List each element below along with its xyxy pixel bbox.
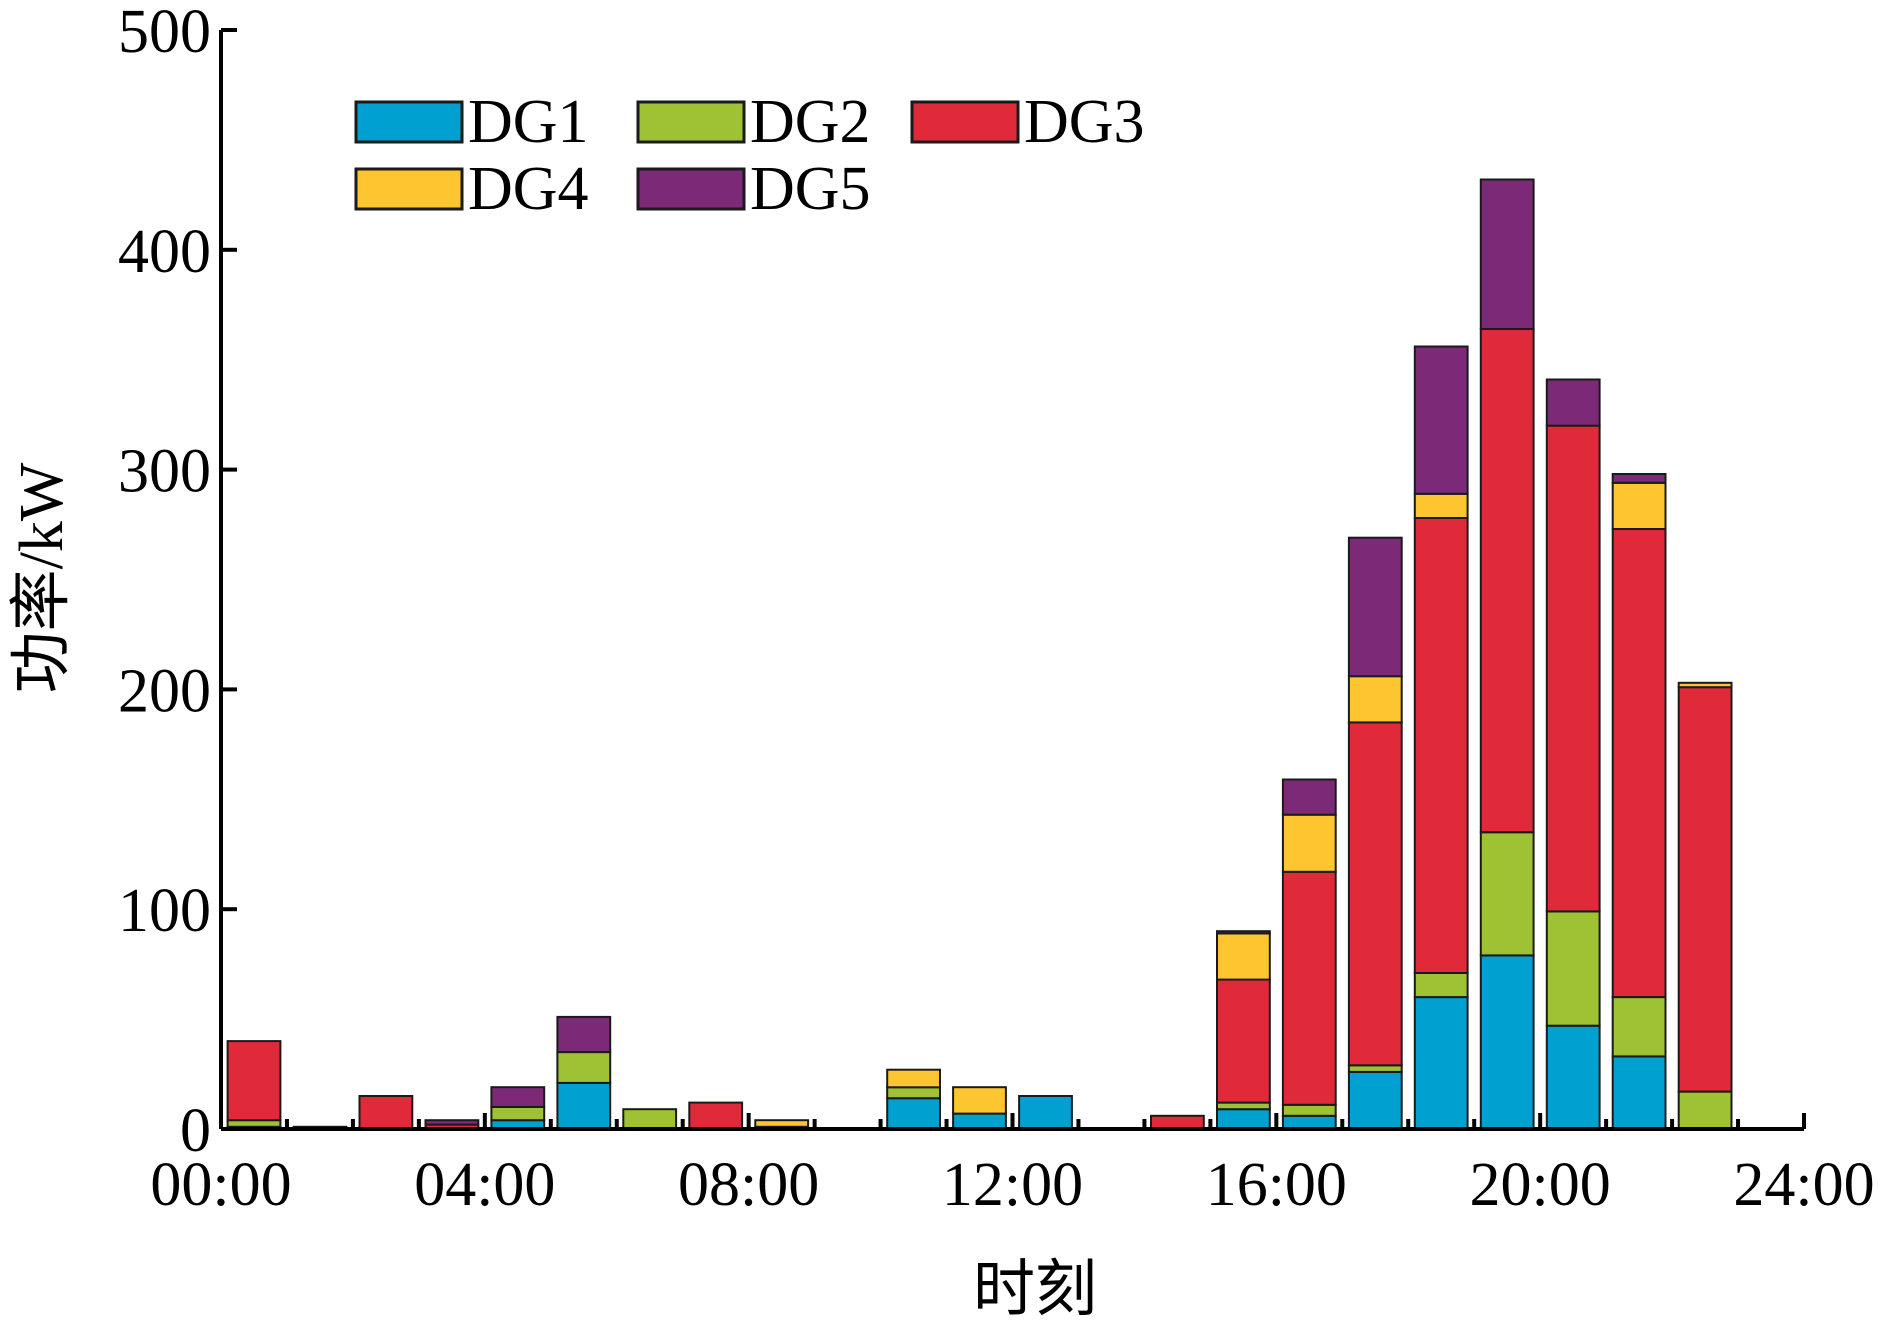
legend-label-dg1: DG1: [468, 88, 589, 156]
bar-dg5-20: [1545, 378, 1601, 427]
bar-dg4-21: [1611, 481, 1667, 530]
bar-dg5-18: [1413, 345, 1469, 495]
bar-dg3-17: [1347, 721, 1403, 1067]
legend-swatch-dg4: [354, 167, 464, 211]
x-tick-label: 16:00: [1206, 1151, 1347, 1219]
bar-dg2-6: [622, 1108, 678, 1130]
bar-dg5-19: [1479, 178, 1535, 330]
bar-dg3-18: [1413, 517, 1469, 974]
bar-dg2-5: [556, 1051, 612, 1084]
bar-dg4-11: [952, 1086, 1007, 1115]
bar-dg4-10: [886, 1068, 942, 1089]
bar-dg3-20: [1545, 424, 1601, 913]
bar-dg4-16: [1281, 813, 1337, 873]
legend-swatch-dg1: [354, 100, 464, 144]
legend-label-dg2: DG2: [750, 88, 871, 156]
x-tick-label: 24:00: [1733, 1151, 1874, 1219]
bar-dg3-22: [1677, 686, 1733, 1093]
x-tick-label: 00:00: [150, 1151, 291, 1219]
bar-dg1-18: [1413, 996, 1469, 1130]
y-tick-label: 100: [118, 877, 211, 945]
bar-dg4-18: [1413, 492, 1469, 519]
x-tick-label: 12:00: [942, 1151, 1083, 1219]
x-ticks: 00:00 04:00 08:00 12:00 16:00 20:00 24:00: [150, 1113, 1875, 1219]
y-tick-label: 400: [118, 218, 211, 286]
bar-dg1-21: [1611, 1055, 1667, 1130]
bar-dg2-22: [1677, 1090, 1733, 1130]
bar-dg5-17: [1347, 536, 1403, 678]
bar-dg1-11: [952, 1112, 1007, 1130]
y-tick-label: 300: [118, 438, 211, 506]
legend-label-dg5: DG5: [750, 155, 871, 223]
legend: DG1 DG2 DG3 DG4 DG5: [354, 88, 1145, 223]
bars-layer: [226, 178, 1733, 1131]
bar-dg3-0: [226, 1040, 282, 1122]
legend-label-dg4: DG4: [468, 155, 589, 223]
bar-dg1-20: [1545, 1024, 1601, 1130]
legend-swatch-dg3: [910, 100, 1020, 144]
bar-dg3-2: [358, 1095, 414, 1130]
bar-dg1-17: [1347, 1070, 1403, 1131]
y-ticks: 0 100 200 300 400 500: [118, 0, 237, 1165]
legend-swatch-dg2: [636, 100, 746, 144]
bar-dg3-15: [1216, 978, 1271, 1104]
x-axis-title: 时刻: [973, 1256, 1097, 1323]
x-tick-label: 20:00: [1470, 1151, 1611, 1219]
bar-dg2-10: [886, 1086, 942, 1100]
bar-dg4-8: [754, 1119, 810, 1128]
bar-dg5-15: [1216, 930, 1271, 935]
bar-dg1-5: [556, 1081, 612, 1131]
bar-dg2-4: [490, 1106, 546, 1122]
bar-dg5-3: [424, 1119, 480, 1126]
bar-dg2-16: [1281, 1103, 1337, 1117]
bar-dg1-19: [1479, 954, 1535, 1131]
y-tick-label: 200: [118, 657, 211, 725]
x-tick-label: 08:00: [678, 1151, 819, 1219]
bar-dg4-22: [1677, 681, 1733, 689]
x-tick-label: 04:00: [414, 1151, 555, 1219]
bar-dg3-7: [688, 1101, 744, 1130]
bar-dg5-16: [1281, 778, 1337, 816]
bar-dg2-20: [1545, 910, 1601, 1027]
y-axis-title: 功率/kW: [8, 462, 76, 693]
bar-dg3-21: [1611, 527, 1667, 999]
bar-dg4-15: [1216, 932, 1271, 981]
legend-swatch-dg5: [636, 167, 746, 211]
bar-dg4-17: [1347, 675, 1403, 724]
bar-dg5-4: [490, 1086, 546, 1108]
legend-label-dg3: DG3: [1024, 88, 1145, 156]
bar-dg2-21: [1611, 996, 1667, 1058]
bar-dg3-19: [1479, 327, 1535, 834]
bar-dg1-10: [886, 1097, 942, 1130]
bar-dg5-21: [1611, 473, 1667, 484]
bar-dg2-18: [1413, 971, 1469, 999]
bar-dg1-15: [1216, 1108, 1271, 1130]
bar-dg5-5: [556, 1015, 612, 1054]
bar-dg3-16: [1281, 870, 1337, 1106]
bar-dg2-19: [1479, 831, 1535, 957]
y-tick-label: 500: [118, 0, 211, 66]
bar-dg1-12: [1018, 1095, 1073, 1130]
y-tick-label: 0: [180, 1097, 211, 1165]
